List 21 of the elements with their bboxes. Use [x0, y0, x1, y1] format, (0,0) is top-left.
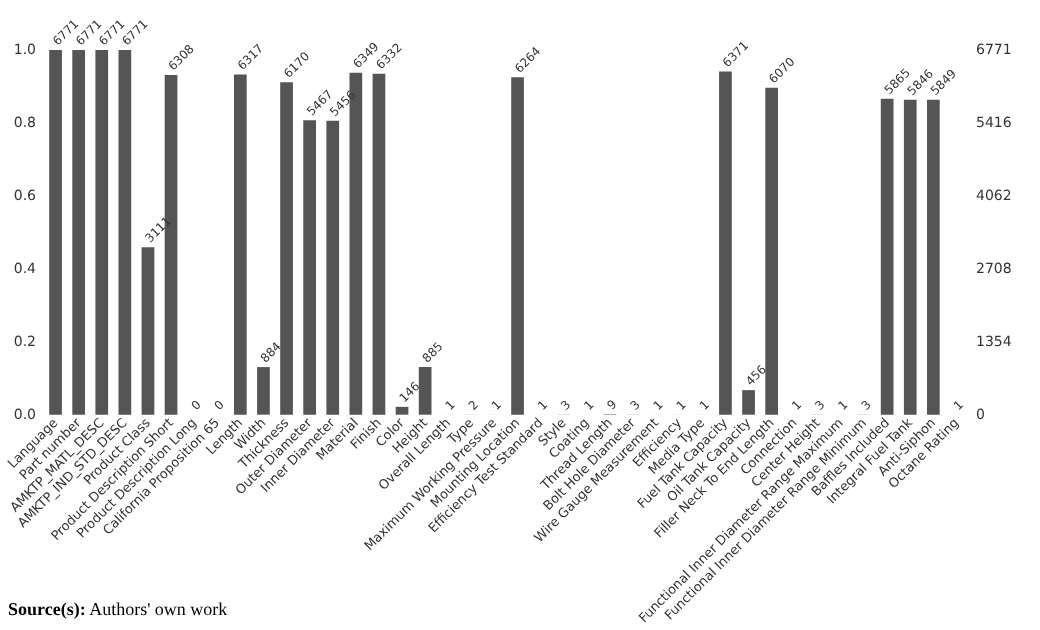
- bar: [49, 50, 62, 415]
- bar: [903, 99, 917, 415]
- bar: [141, 247, 155, 415]
- bar: [118, 50, 132, 415]
- bar: [742, 390, 755, 415]
- bar: [418, 367, 432, 415]
- bar: [234, 74, 247, 415]
- bar: [303, 120, 316, 415]
- bar: [326, 120, 340, 415]
- bar: [72, 50, 85, 415]
- bar: [372, 73, 386, 415]
- source-note: Source(s): Authors' own work: [8, 599, 229, 619]
- bar: [280, 82, 293, 415]
- bar: [395, 406, 409, 415]
- bar: [719, 71, 732, 415]
- bar: [95, 50, 109, 415]
- bar: [880, 98, 894, 415]
- bar: [257, 367, 270, 415]
- bar: [927, 99, 940, 415]
- bar: [511, 77, 524, 415]
- bar: [765, 87, 778, 415]
